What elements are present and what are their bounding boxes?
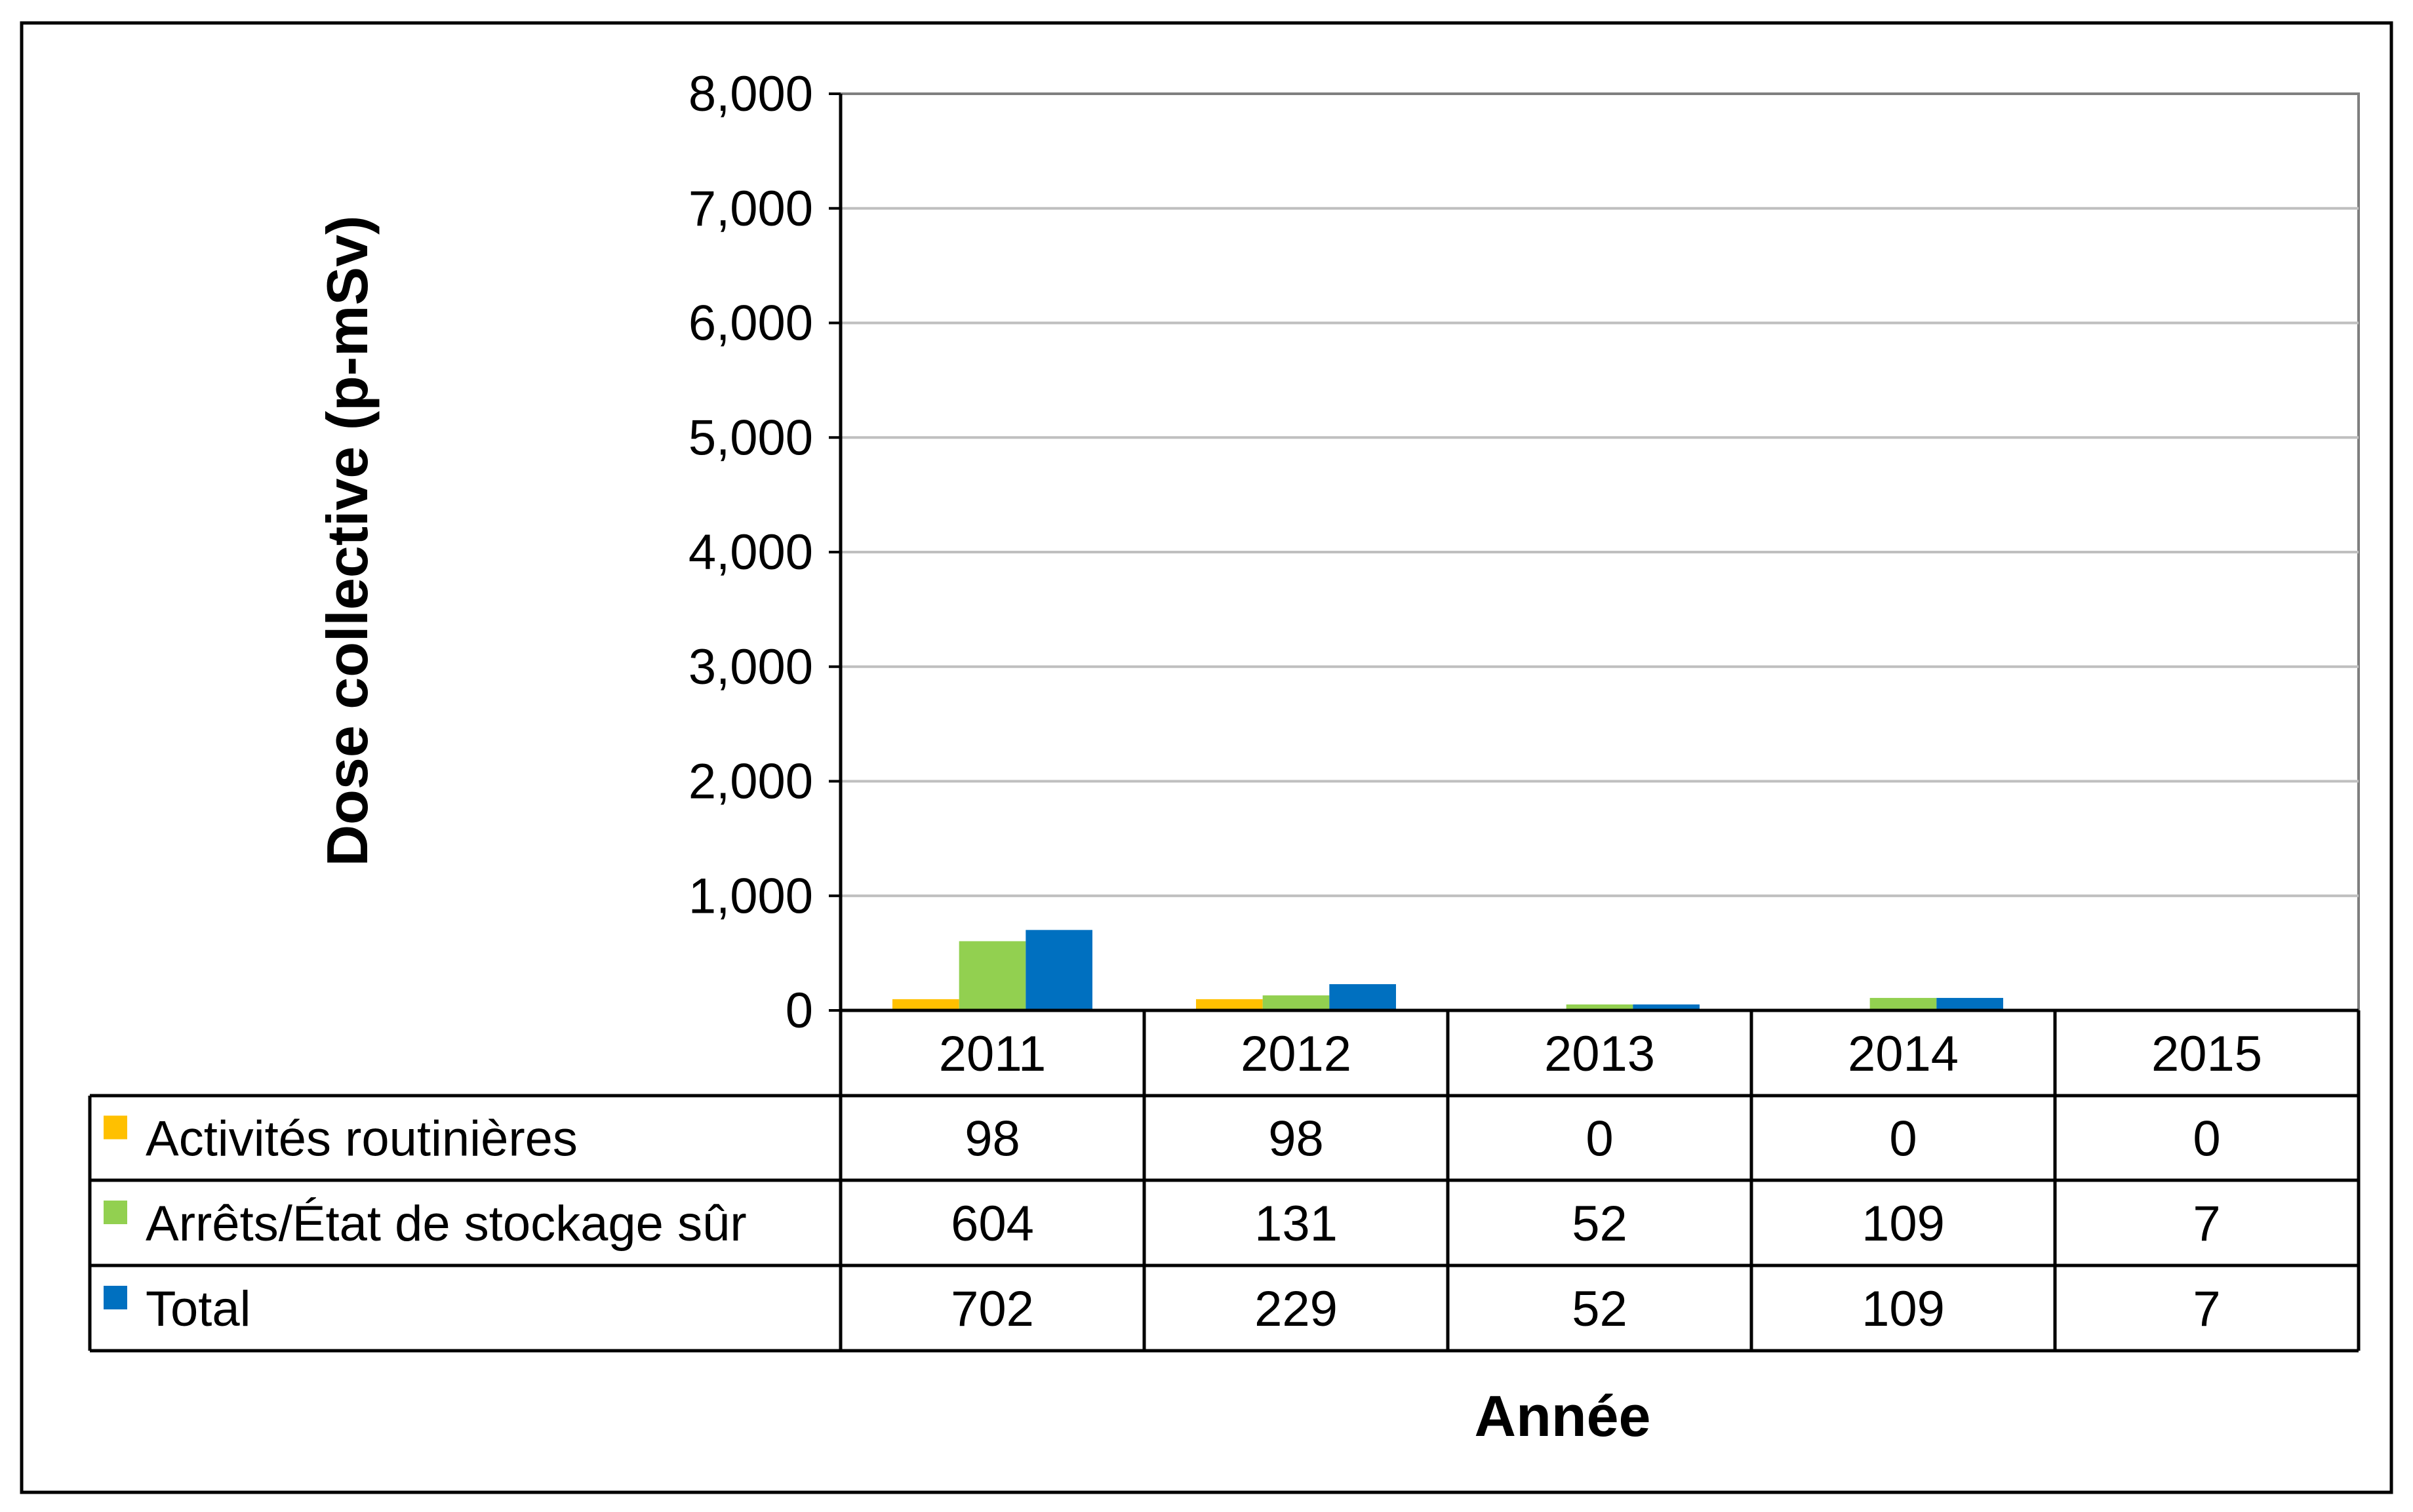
- data-label: 0: [2193, 1111, 2220, 1167]
- legend-key: [104, 1201, 127, 1224]
- x-axis-title: Année: [1475, 1383, 1651, 1448]
- x-category-label: 2011: [939, 1026, 1046, 1082]
- bar-2011-1: [892, 999, 959, 1010]
- y-tick-label: 8,000: [688, 66, 813, 122]
- bar-2014-3: [1936, 997, 2003, 1010]
- data-label: 7: [2193, 1281, 2220, 1337]
- data-label: 52: [1572, 1281, 1627, 1337]
- bar-2014-2: [1869, 997, 1937, 1010]
- data-label: 98: [965, 1111, 1020, 1167]
- data-label: 98: [1268, 1111, 1324, 1167]
- data-label: 109: [1862, 1281, 1945, 1337]
- data-label: 229: [1254, 1281, 1338, 1337]
- y-axis: 0 1,000 2,000 3,000 4,000 5,000 6,000 7,000 8,00…: [688, 66, 843, 1039]
- chart-border: [20, 21, 2393, 1494]
- y-tick-label: 7,000: [688, 181, 813, 237]
- bar-2012-1: [1196, 999, 1263, 1010]
- series-name: Total: [146, 1281, 251, 1337]
- y-tick-label: 6,000: [688, 296, 813, 351]
- bar-2012-2: [1262, 995, 1330, 1010]
- legend-key: [104, 1286, 127, 1309]
- data-label: 702: [951, 1281, 1034, 1337]
- bar-2011-3: [1026, 930, 1092, 1010]
- data-label: 109: [1862, 1196, 1945, 1252]
- bars: [892, 930, 2307, 1010]
- data-table: 2011 2012 2013 2014 2015 Activités routinière…: [88, 1008, 2361, 1353]
- series-name: Activités routinières: [146, 1111, 578, 1167]
- data-label: 7: [2193, 1196, 2220, 1252]
- data-label: 604: [951, 1196, 1034, 1252]
- y-tick-label: 2,000: [688, 754, 813, 810]
- y-tick-label: 1,000: [688, 868, 813, 924]
- bar-2013-3: [1633, 1004, 1700, 1010]
- y-axis-title: Dose collective (p-mSv): [315, 216, 380, 867]
- data-label: 131: [1254, 1196, 1338, 1252]
- y-tick-label: 4,000: [688, 525, 813, 580]
- x-category-label: 2013: [1544, 1026, 1655, 1082]
- y-tick-label: 3,000: [688, 639, 813, 695]
- series-name: Arrêts/État de stockage sûr: [146, 1196, 747, 1252]
- y-tick-label: 0: [786, 983, 813, 1039]
- data-label: 0: [1889, 1111, 1917, 1167]
- x-category-label: 2015: [2151, 1026, 2262, 1082]
- bar-2011-2: [959, 941, 1026, 1010]
- y-tick-label: 5,000: [688, 410, 813, 466]
- x-category-label: 2012: [1241, 1026, 1351, 1082]
- data-label: 52: [1572, 1196, 1627, 1252]
- bar-2013-2: [1566, 1004, 1633, 1010]
- data-label: 0: [1585, 1111, 1613, 1167]
- legend-key: [104, 1115, 127, 1140]
- bar-2012-3: [1329, 984, 1396, 1010]
- x-category-label: 2014: [1848, 1026, 1959, 1082]
